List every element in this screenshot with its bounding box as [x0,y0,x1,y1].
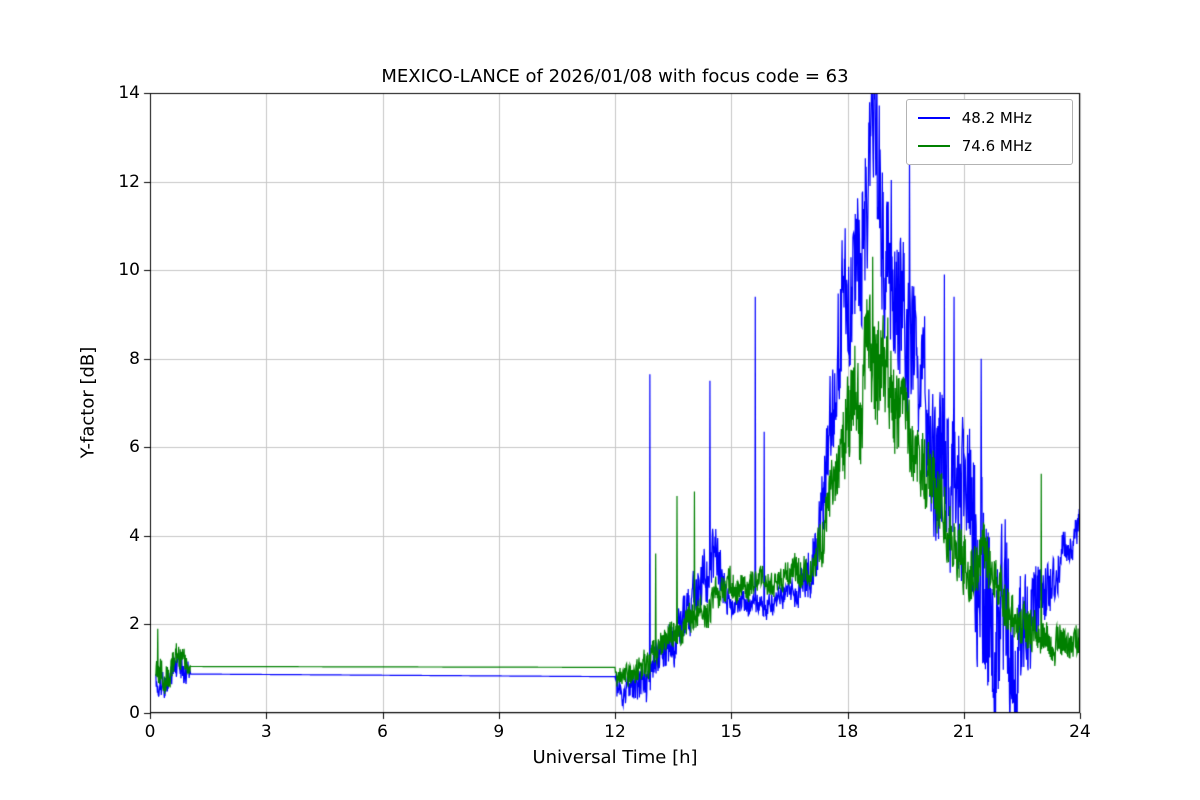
y-tick-label: 4 [129,525,140,546]
y-tick-label: 10 [118,260,140,281]
x-tick-label: 6 [377,722,388,742]
y-axis-label: Y-factor [dB] [77,346,99,459]
x-tick-label: 24 [1069,722,1091,742]
legend-entry-74-6mhz: 74.6 MHz [917,137,1058,155]
x-tick-label: 18 [836,722,859,742]
x-tick-label: 9 [493,722,505,742]
y-tick-label: 6 [129,437,140,458]
legend-label: 74.6 MHz [961,137,1032,155]
y-tick-label: 12 [118,171,140,192]
legend-line-sample-blue [917,117,950,119]
x-tick-label: 0 [144,722,156,742]
x-tick-label: 3 [260,722,272,742]
x-tick-label: 21 [952,722,975,742]
legend: 48.2 MHz 74.6 MHz [905,99,1073,165]
x-tick-label: 12 [604,722,626,742]
legend-line-sample-green [917,145,950,147]
x-axis-label: Universal Time [h] [532,747,698,768]
legend-label: 48.2 MHz [961,109,1032,127]
y-tick-label: 2 [129,614,140,635]
y-tick-label: 0 [129,703,140,723]
y-tick-label: 14 [118,83,140,103]
y-tick-label: 8 [129,348,140,369]
x-tick-label: 15 [720,722,743,742]
legend-entry-48-2mhz: 48.2 MHz [917,109,1058,127]
chart-title: MEXICO-LANCE of 2026/01/08 with focus co… [381,66,849,87]
